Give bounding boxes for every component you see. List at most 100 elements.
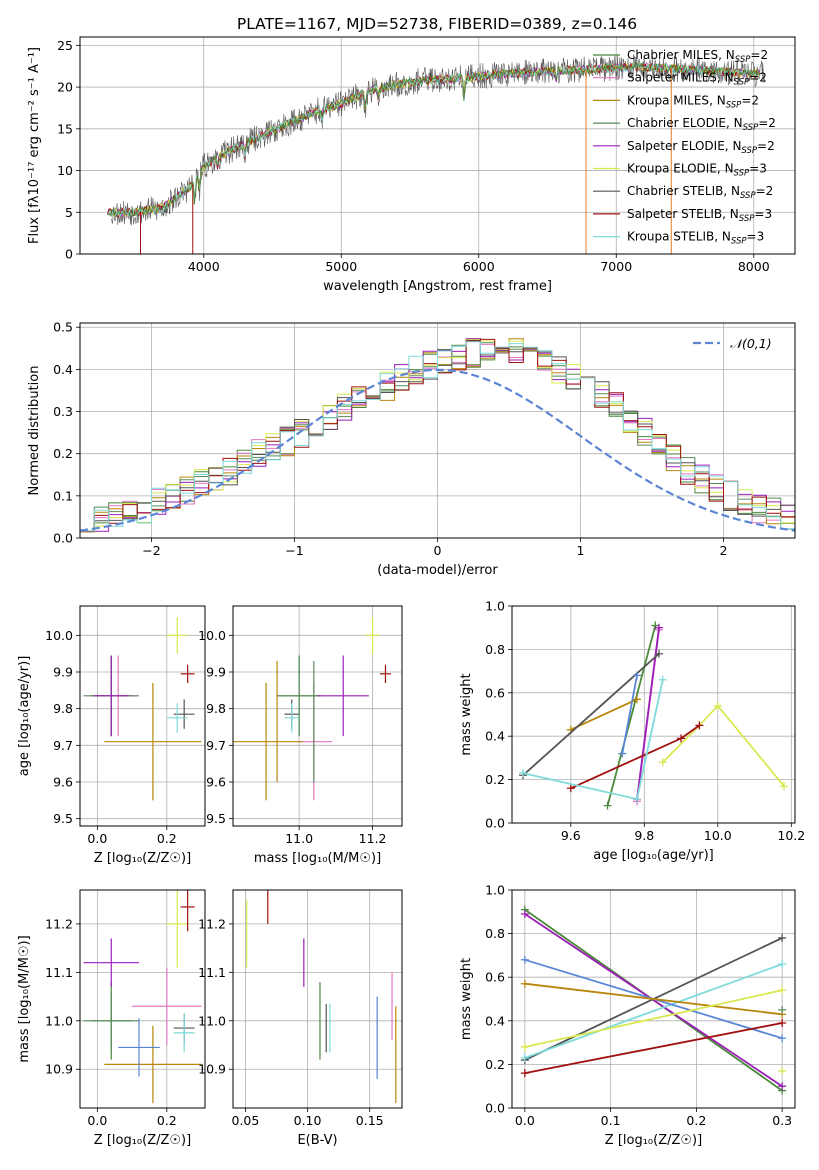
weight-vs-z-point-marker — [778, 960, 787, 969]
mass-vs-ebv-xlabel: E(B-V) — [297, 1133, 337, 1148]
weight-vs-z-xlabel: Z [log₁₀(Z/Z☉)] — [605, 1133, 702, 1148]
weight-vs-age-point-marker — [677, 734, 686, 743]
weight-vs-age-xlabel: age [log₁₀(age/yr)] — [593, 848, 714, 863]
weight-vs-z-point-marker — [520, 1069, 529, 1078]
spectrum-tick-label-x: 4000 — [188, 259, 220, 274]
age-vs-mass-axes: 11.0 11.2 9.5 9.6 9.7 9.8 9.9 10.0 mass [log₁₀(M… — [198, 606, 402, 866]
weight-vs-age-point-marker — [658, 758, 667, 767]
legend-n-sub: SSP — [735, 55, 751, 65]
legend-separator: , — [722, 207, 730, 221]
legend-model-name: Salpeter MILES — [627, 71, 717, 85]
legend-model-name: Chabrier STELIB — [627, 184, 723, 198]
weight-vs-z-point-marker — [778, 1082, 787, 1091]
legend-n-value: =2 — [741, 93, 759, 107]
legend-model-name: Chabrier ELODIE — [627, 116, 726, 130]
residuals-ylabel: Normed distribution — [27, 366, 42, 496]
weight-vs-z-plot-area — [520, 905, 787, 1095]
residuals-tick-label-x: 1 — [577, 543, 585, 558]
mass-vs-z-tick-label-y: 11.0 — [45, 1013, 73, 1028]
weight-vs-z-tick-label-y: 0.4 — [485, 1013, 505, 1028]
weight-vs-age-series-line — [621, 675, 638, 754]
weight-vs-z-frame — [511, 889, 796, 1109]
mass-vs-ebv-tick-label-y: 11.0 — [198, 1013, 226, 1028]
weight-vs-z-series-line — [524, 963, 783, 1059]
legend-n-sub: SSP — [741, 146, 757, 156]
mass-vs-z-tick-label-y: 11.2 — [45, 916, 73, 931]
mass-vs-z-plot-area — [83, 890, 202, 1104]
mass-vs-ebv-tick-label-x: 0.05 — [232, 1113, 260, 1128]
weight-vs-age-tick-label-y: 0.6 — [485, 685, 505, 700]
legend-model-name: Salpeter ELODIE — [627, 139, 725, 153]
spectrum-tick-label-y: 20 — [57, 80, 73, 95]
age-vs-z-tick-label-y: 9.6 — [53, 775, 73, 790]
weight-vs-z-point-marker — [520, 979, 529, 988]
weight-vs-age-series-line — [522, 679, 664, 801]
residuals-xlabel: (data-model)/error — [377, 563, 498, 578]
residuals-tick-label-y: 0.1 — [53, 488, 73, 503]
weight-vs-z-tick-label-y: 0.8 — [485, 926, 505, 941]
legend-separator: , — [718, 48, 726, 62]
weight-vs-age-series-line — [606, 625, 657, 806]
spectrum-tick-label-x: 5000 — [325, 259, 357, 274]
spectrum-frame — [79, 36, 796, 255]
weight-vs-age-point-marker — [632, 671, 641, 680]
spectrum-plot-area — [107, 54, 765, 254]
legend-n-sub: SSP — [731, 237, 747, 247]
spectrum-series-chabrier-miles — [107, 61, 760, 218]
weight-vs-age-tick-label-y: 0.4 — [485, 729, 505, 744]
mass-vs-z-tick-label-y: 11.1 — [45, 965, 73, 980]
mass-vs-ebv-axes: 0.05 0.10 0.15 10.9 11.0 11.1 11.2 E(B-V) — [198, 890, 402, 1148]
spectrum-tick-label-y: 0 — [65, 247, 73, 262]
age-vs-mass-tick-label-y: 10.0 — [198, 628, 226, 643]
residuals-tick-label-x: 2 — [720, 543, 728, 558]
legend-n-value: =2 — [757, 139, 775, 153]
age-vs-z-tick-label-x: 0.2 — [157, 831, 177, 846]
mass-vs-ebv-plot-area — [246, 890, 397, 1104]
spectrum-tick-label-x: 6000 — [463, 259, 495, 274]
weight-vs-z-point-marker — [778, 1018, 787, 1027]
legend-n-prefix: N — [725, 71, 734, 85]
legend-model-name: Kroupa ELODIE — [627, 162, 717, 176]
weight-vs-age-axes: 9.6 9.8 10.0 10.2 0.0 0.2 0.4 0.6 0.8 1.0 age [log… — [459, 599, 805, 864]
weight-vs-z-point-marker — [520, 909, 529, 918]
weight-vs-z-point-marker — [778, 986, 787, 995]
mass-vs-z-tick-label-x: 0.2 — [157, 1113, 177, 1128]
mass-vs-z-frame — [79, 889, 206, 1109]
age-vs-mass-tick-label-x: 11.0 — [285, 831, 313, 846]
legend-n-prefix: N — [726, 48, 735, 62]
weight-vs-z-point-marker — [778, 1005, 787, 1014]
age-vs-mass-tick-label-y: 9.9 — [206, 665, 226, 680]
weight-vs-age-tick-label-x: 9.6 — [561, 828, 581, 843]
mass-vs-z-tick-label-x: 0.0 — [87, 1113, 107, 1128]
legend-n-sub: SSP — [743, 123, 759, 133]
weight-vs-age-ylabel: mass weight — [459, 673, 474, 755]
legend-model-name: Kroupa MILES — [627, 93, 709, 107]
legend-separator: , — [726, 116, 734, 130]
spectrum-tick-label-y: 25 — [57, 38, 73, 53]
age-vs-z-plot-area — [83, 617, 202, 801]
weight-vs-age-point-marker — [655, 623, 664, 632]
weight-vs-age-tick-label-y: 0.0 — [485, 816, 505, 831]
spectrum-xlabel: wavelength [Angstrom, rest frame] — [323, 279, 552, 294]
legend-separator: , — [717, 71, 725, 85]
age-vs-z-ylabel: age [log₁₀(age/yr)] — [17, 656, 32, 777]
legend-n-prefix: N — [717, 93, 726, 107]
residuals-tick-label-x: 0 — [434, 543, 442, 558]
legend-separator: , — [709, 93, 717, 107]
weight-vs-age-tick-label-x: 9.8 — [634, 828, 654, 843]
legend-entry: Chabrier ELODIE, NSSP=2 — [627, 116, 776, 133]
age-vs-mass-tick-label-y: 9.5 — [206, 811, 226, 826]
weight-vs-age-tick-label-y: 0.2 — [485, 772, 505, 787]
weight-vs-z-series-line — [524, 982, 783, 1016]
legend-entry: Salpeter STELIB, NSSP=3 — [627, 207, 772, 224]
gaussian-reference-curve — [80, 368, 795, 532]
weight-vs-age-point-marker — [632, 695, 641, 704]
weight-vs-z-series-line — [524, 1022, 783, 1074]
residuals-tick-label-x: −2 — [142, 543, 160, 558]
weight-vs-z-point-marker — [778, 933, 787, 942]
age-vs-z-xlabel: Z [log₁₀(Z/Z☉)] — [94, 851, 191, 866]
legend-n-value: =2 — [758, 116, 776, 130]
weight-vs-z-tick-label-y: 0.2 — [485, 1057, 505, 1072]
age-vs-z-tick-label-y: 9.5 — [53, 811, 73, 826]
